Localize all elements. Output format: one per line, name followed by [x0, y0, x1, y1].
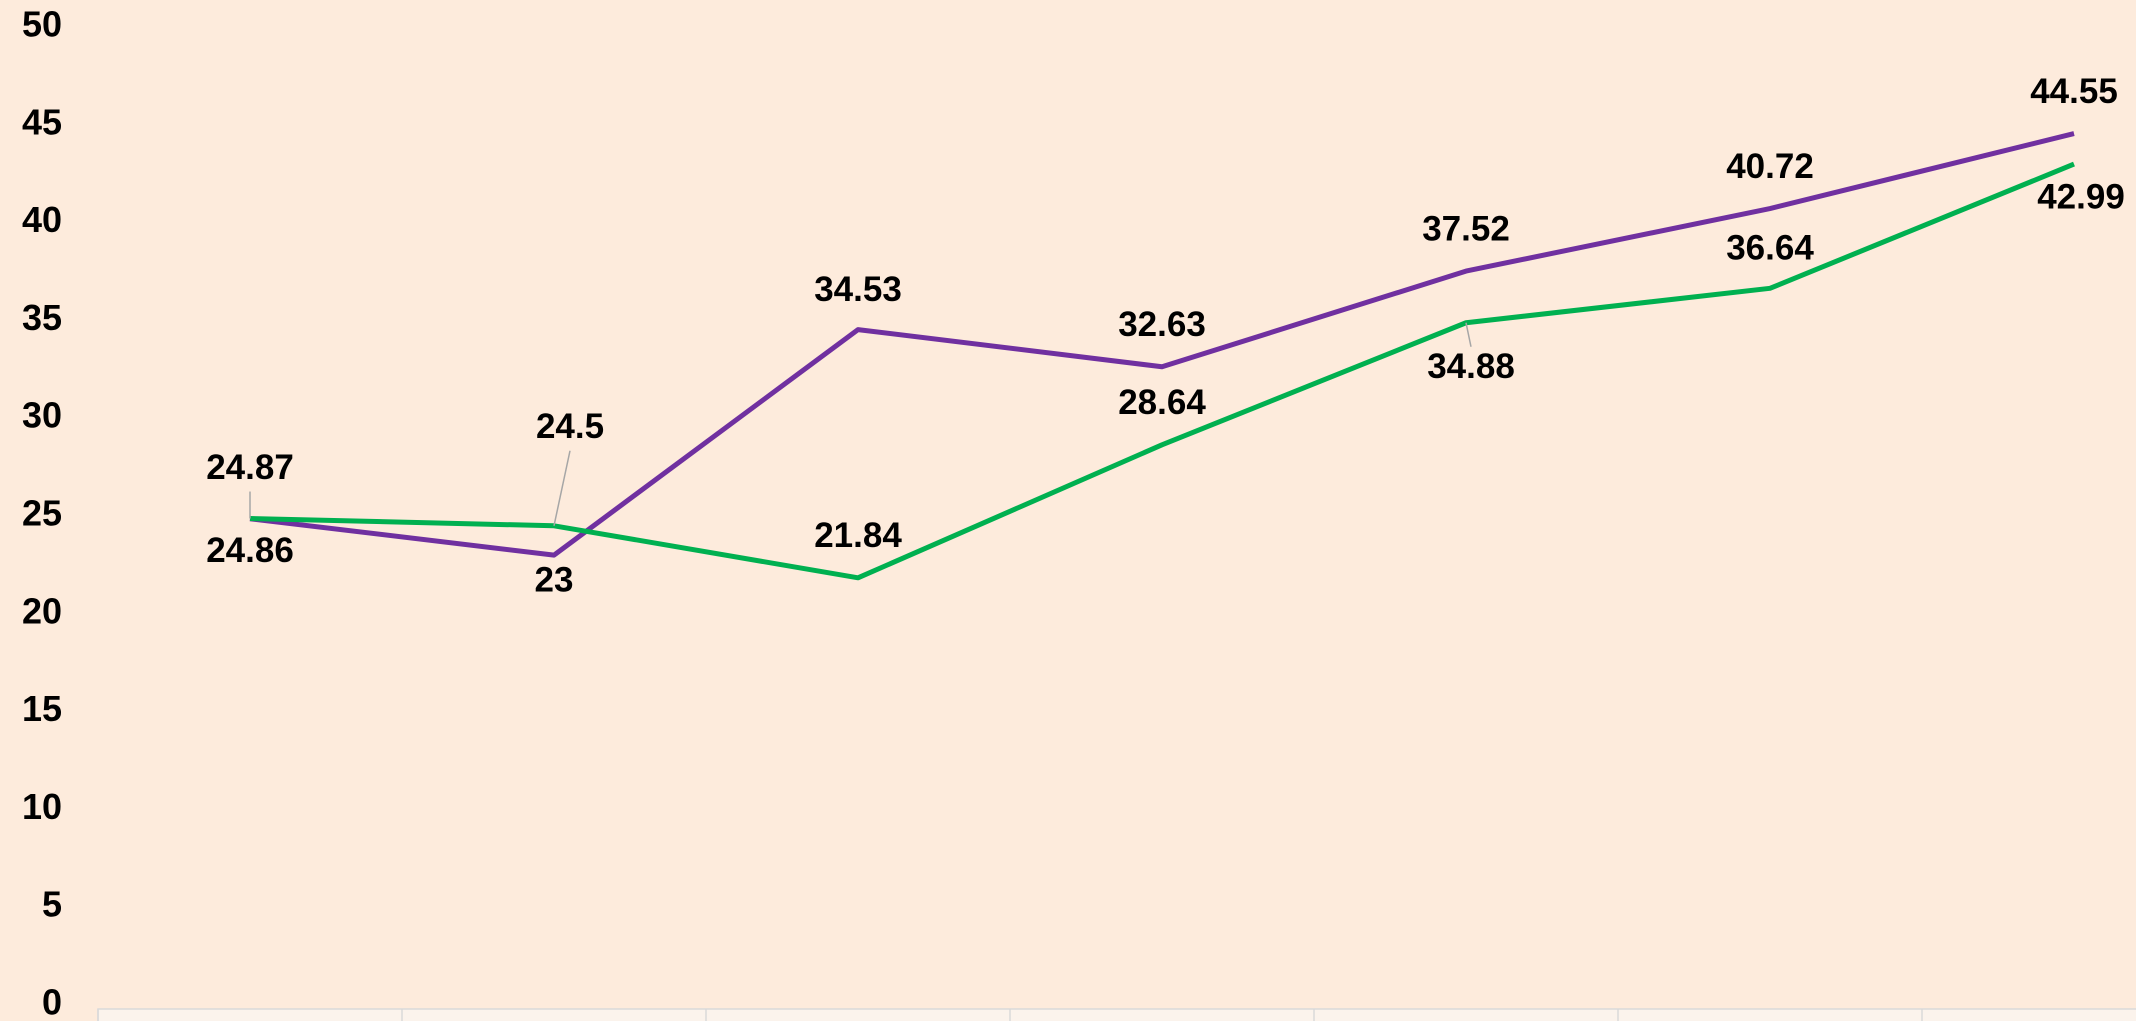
- data-label: 36.64: [1726, 229, 1814, 268]
- data-label: 34.88: [1427, 347, 1515, 386]
- series-line: [249, 131, 2075, 558]
- y-tick-label: 10: [22, 786, 62, 827]
- y-tick-label: 5: [42, 884, 62, 925]
- data-label: 24.5: [536, 407, 604, 446]
- y-tick-label: 30: [22, 395, 62, 436]
- y-tick-label: 0: [42, 982, 62, 1021]
- y-tick-label: 25: [22, 493, 62, 534]
- data-label: 34.53: [814, 270, 902, 309]
- y-tick-label: 35: [22, 297, 62, 338]
- data-label: 32.63: [1118, 305, 1206, 344]
- y-tick-label: 20: [22, 590, 62, 631]
- y-tick-label: 15: [22, 688, 62, 729]
- data-label: 24.86: [206, 531, 294, 570]
- data-label: 28.64: [1118, 383, 1206, 422]
- leader-line: [553, 450, 571, 526]
- category-axis: [97, 1008, 2136, 1021]
- data-label: 23: [535, 560, 574, 599]
- data-label: 21.84: [814, 516, 902, 555]
- data-label: 40.72: [1726, 147, 1814, 186]
- y-tick-label: 40: [22, 199, 62, 240]
- data-label: 44.55: [2030, 72, 2118, 111]
- leader-line: [1465, 322, 1472, 347]
- y-tick-label: 50: [22, 4, 62, 45]
- y-tick-label: 45: [22, 101, 62, 142]
- data-label: 37.52: [1422, 209, 1510, 248]
- data-label: 42.99: [2037, 177, 2125, 216]
- data-label: 24.87: [206, 448, 294, 487]
